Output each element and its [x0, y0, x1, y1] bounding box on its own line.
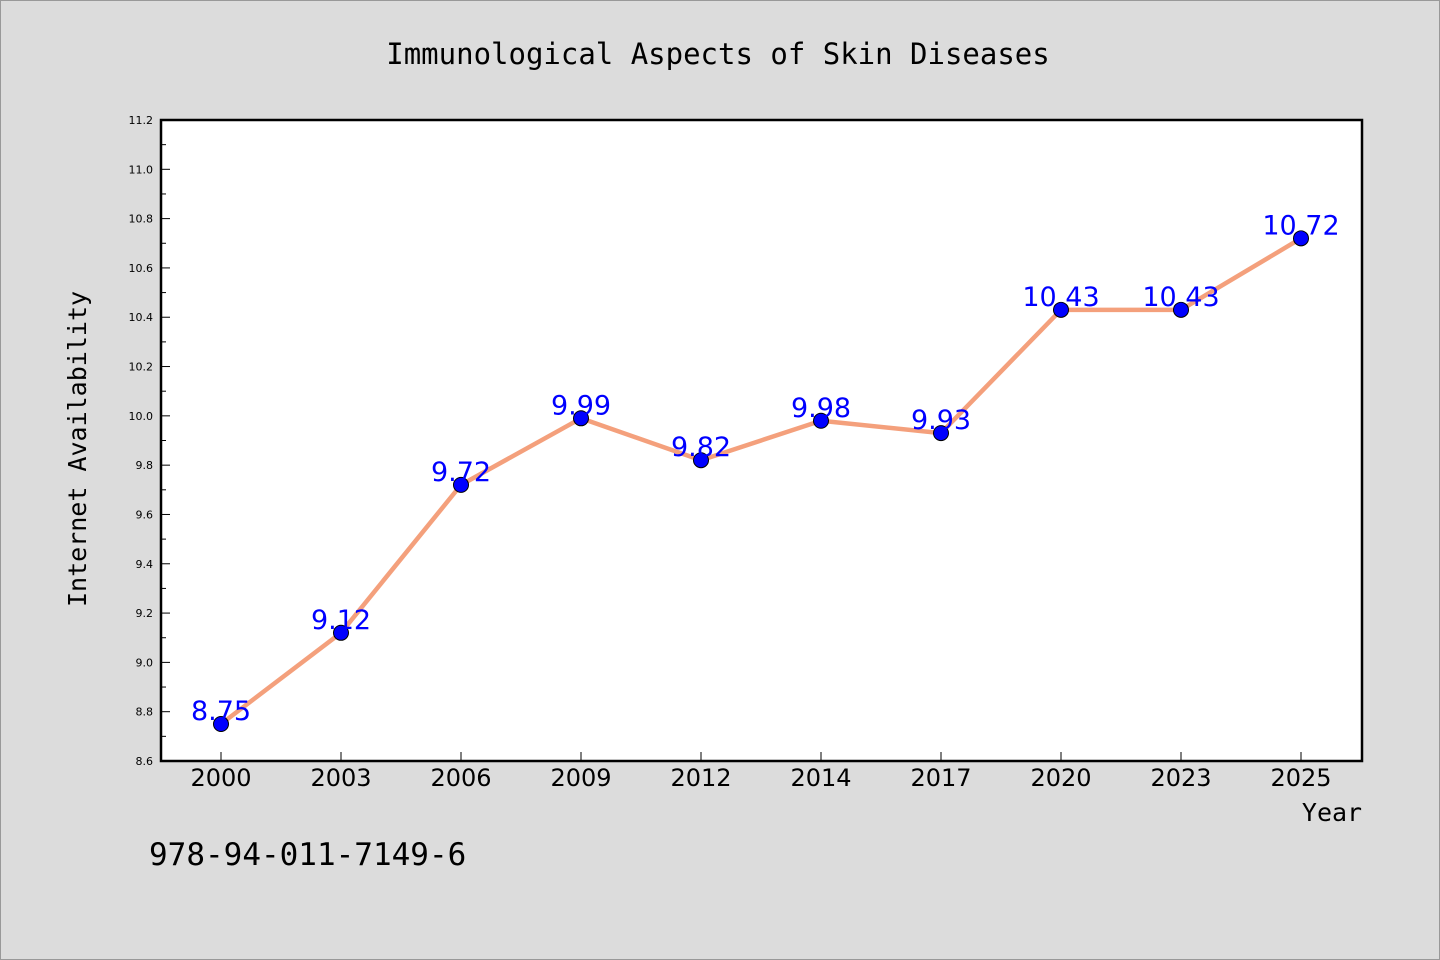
series-line [219, 236, 1303, 726]
data-point [453, 476, 469, 493]
x-tick-label: 2009 [550, 764, 611, 792]
y-tick-label: 10.4 [129, 311, 154, 324]
data-label: 10.72 [1262, 210, 1339, 241]
y-tick-label: 9.0 [136, 656, 154, 669]
data-point [933, 425, 949, 442]
y-tick-label: 11.0 [129, 163, 154, 176]
y-tick-label: 10.8 [129, 213, 154, 226]
data-point [333, 624, 349, 641]
data-point [1053, 301, 1069, 318]
y-axis-label: Internet Availability [63, 291, 92, 607]
x-tick-label: 2003 [310, 764, 371, 792]
x-axis-label: Year [1302, 798, 1362, 827]
data-point [693, 452, 709, 469]
x-tick-label: 2006 [430, 764, 491, 792]
data-point [813, 412, 829, 429]
y-tick-label: 10.2 [129, 361, 154, 374]
series-layer: 8.75 9.12 9.72 9.99 9.82 9.98 9.93 10.43 10.43 10… [191, 210, 1340, 733]
data-label: 9.12 [311, 605, 371, 636]
chart-title: Immunological Aspects of Skin Diseases [386, 37, 1049, 71]
data-point [1293, 230, 1309, 247]
x-tick-label: 2012 [670, 764, 731, 792]
data-label: 9.99 [551, 390, 611, 421]
y-tick-label: 8.8 [136, 706, 154, 719]
data-point [213, 716, 229, 733]
data-point [1173, 301, 1189, 318]
y-tick-label: 11.2 [129, 114, 154, 127]
x-tick-label: 2017 [910, 764, 971, 792]
data-label: 9.98 [791, 393, 851, 424]
y-tick-label: 10.6 [129, 262, 154, 275]
y-tick-label: 9.6 [136, 508, 154, 521]
data-label: 10.43 [1142, 282, 1219, 313]
y-tick-label: 9.8 [136, 459, 154, 472]
y-axis: 8.6 8.8 9.0 9.2 9.4 9.6 9.8 10.0 10.2 10.4 10.6 10.… [129, 114, 170, 768]
data-label: 9.93 [911, 405, 971, 436]
x-tick-label: 2020 [1030, 764, 1091, 792]
x-tick-label: 2025 [1270, 764, 1331, 792]
x-axis: 2000 2003 2006 2009 2012 2014 2017 2020 2023 2025 [190, 752, 1332, 792]
isbn-text: 978-94-011-7149-6 [149, 837, 466, 873]
data-label: 9.72 [431, 457, 491, 488]
y-tick-label: 10.0 [129, 410, 154, 423]
y-tick-label: 9.2 [136, 607, 154, 620]
y-tick-label: 8.6 [136, 755, 154, 768]
data-point [573, 410, 589, 427]
data-label: 8.75 [191, 696, 251, 727]
data-label: 10.43 [1022, 282, 1099, 313]
x-tick-label: 2023 [1150, 764, 1211, 792]
x-tick-label: 2014 [790, 764, 851, 792]
data-label: 9.82 [671, 432, 731, 463]
x-tick-label: 2000 [190, 764, 251, 792]
y-tick-label: 9.4 [136, 558, 154, 571]
